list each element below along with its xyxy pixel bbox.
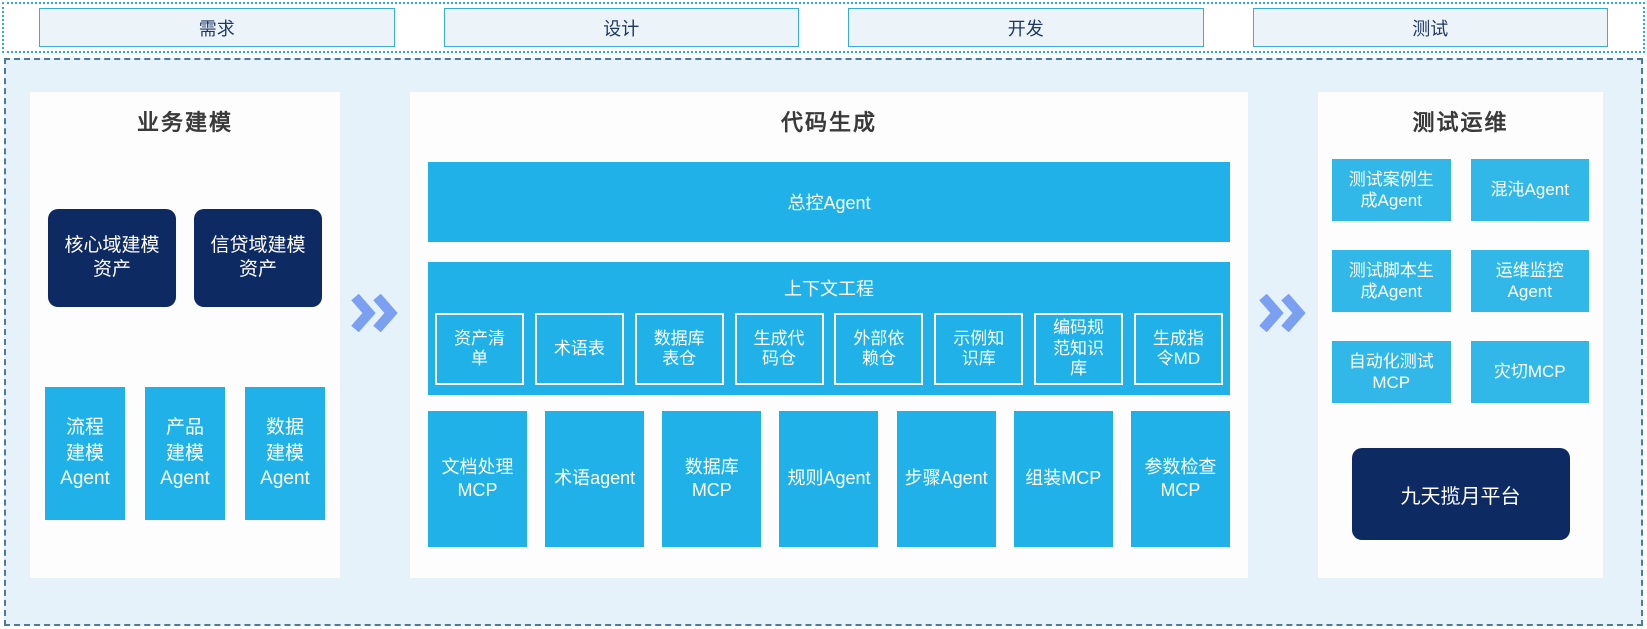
credit-domain-asset-node: 信贷域建模 资产 <box>194 209 322 307</box>
arrow-codegen-to-testops <box>1248 92 1318 578</box>
business-agents-row: 流程 建模 Agent 产品 建模 Agent 数据 建模 Agent <box>30 387 340 520</box>
core-domain-asset-node: 核心域建模 资产 <box>48 209 176 307</box>
phase-strip: 需求 设计 开发 测试 <box>2 2 1645 53</box>
main-diagram: 业务建模 核心域建模 资产 信贷域建模 资产 流程 建模 Agent 产品 建模… <box>4 58 1643 626</box>
panel-test-operations: 测试运维 测试案例生 成Agent 混沌Agent 测试脚本生 成Agent 运… <box>1318 92 1603 578</box>
process-modeling-agent-node: 流程 建模 Agent <box>45 387 125 520</box>
panel-code-generation: 代码生成 总控Agent 上下文工程 资产清 单 术语表 数据库 表仓 生成代 … <box>410 92 1248 578</box>
codegen-tools-row: 文档处理 MCP 术语agent 数据库 MCP 规则Agent 步骤Agent… <box>428 411 1230 547</box>
assembly-mcp-node: 组装MCP <box>1013 411 1113 547</box>
test-script-gen-agent-node: 测试脚本生 成Agent <box>1332 250 1451 312</box>
double-chevron-right-icon <box>1259 293 1306 332</box>
glossary-agent-node: 术语agent <box>545 411 645 547</box>
automated-test-mcp-node: 自动化测试 MCP <box>1332 341 1451 403</box>
code-generation-title: 代码生成 <box>780 110 877 135</box>
database-mcp-node: 数据库 MCP <box>662 411 762 547</box>
phase-box-design: 设计 <box>443 8 799 47</box>
rule-agent-node: 规则Agent <box>779 411 879 547</box>
example-knowledge-base-node: 示例知 识库 <box>934 313 1024 385</box>
db-table-repo-node: 数据库 表仓 <box>634 313 724 385</box>
phase-box-requirements: 需求 <box>39 8 395 47</box>
step-agent-node: 步骤Agent <box>896 411 996 547</box>
panel-business-modeling: 业务建模 核心域建模 资产 信贷域建模 资产 流程 建模 Agent 产品 建模… <box>30 92 340 578</box>
coding-standard-kb-node: 编码规 范知识 库 <box>1034 313 1124 385</box>
arrow-business-to-codegen <box>340 92 410 578</box>
business-modeling-title: 业务建模 <box>136 110 233 135</box>
context-engineering-block: 上下文工程 资产清 单 术语表 数据库 表仓 生成代 码仓 外部依 赖仓 示例知… <box>428 262 1230 395</box>
param-check-mcp-node: 参数检查 MCP <box>1130 411 1230 547</box>
testops-grid: 测试案例生 成Agent 混沌Agent 测试脚本生 成Agent 运维监控 A… <box>1332 159 1589 403</box>
test-case-gen-agent-node: 测试案例生 成Agent <box>1332 159 1451 221</box>
external-deps-repo-node: 外部依 赖仓 <box>834 313 924 385</box>
business-assets-row: 核心域建模 资产 信贷域建模 资产 <box>30 209 340 307</box>
context-items-row: 资产清 单 术语表 数据库 表仓 生成代 码仓 外部依 赖仓 示例知 识库 编码… <box>435 313 1223 385</box>
chaos-agent-node: 混沌Agent <box>1470 159 1589 221</box>
doc-processing-mcp-node: 文档处理 MCP <box>428 411 527 547</box>
jiutian-lanyue-platform-node: 九天揽月平台 <box>1351 448 1570 540</box>
generate-instruction-md-node: 生成指 令MD <box>1133 313 1223 385</box>
double-chevron-right-icon <box>351 293 398 332</box>
context-engineering-title: 上下文工程 <box>784 279 874 299</box>
master-agent-bar: 总控Agent <box>428 162 1230 242</box>
test-operations-title: 测试运维 <box>1412 110 1509 135</box>
ops-monitor-agent-node: 运维监控 Agent <box>1470 250 1589 312</box>
generated-code-repo-node: 生成代 码仓 <box>734 313 824 385</box>
data-modeling-agent-node: 数据 建模 Agent <box>245 387 325 520</box>
disaster-switch-mcp-node: 灾切MCP <box>1470 341 1589 403</box>
asset-list-node: 资产清 单 <box>435 313 524 385</box>
glossary-node: 术语表 <box>534 313 624 385</box>
product-modeling-agent-node: 产品 建模 Agent <box>145 387 225 520</box>
phase-box-testing: 测试 <box>1252 8 1608 47</box>
phase-box-development: 开发 <box>848 8 1204 47</box>
